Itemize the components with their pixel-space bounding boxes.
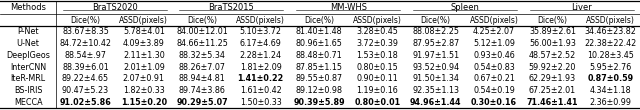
Text: MM-WHS: MM-WHS bbox=[330, 3, 367, 12]
Text: Spleen: Spleen bbox=[451, 3, 479, 12]
Text: 84.72±10.42: 84.72±10.42 bbox=[60, 39, 111, 48]
Text: U-Net: U-Net bbox=[17, 39, 40, 48]
Text: 3.28±0.45: 3.28±0.45 bbox=[356, 27, 398, 36]
Text: 89.12±0.98: 89.12±0.98 bbox=[296, 86, 342, 95]
Text: MECCA: MECCA bbox=[14, 98, 42, 107]
Text: ASSD(pixels): ASSD(pixels) bbox=[236, 16, 285, 25]
Text: 3.72±0.39: 3.72±0.39 bbox=[356, 39, 398, 48]
Text: 1.82±0.33: 1.82±0.33 bbox=[123, 86, 164, 95]
Text: 35.89±2.61: 35.89±2.61 bbox=[529, 27, 576, 36]
Text: 94.96±1.44: 94.96±1.44 bbox=[410, 98, 461, 107]
Text: 5.78±4.01: 5.78±4.01 bbox=[123, 27, 165, 36]
Text: 88.08±2.25: 88.08±2.25 bbox=[412, 27, 460, 36]
Text: 5.95±2.76: 5.95±2.76 bbox=[589, 62, 632, 72]
Text: 6.17±4.69: 6.17±4.69 bbox=[239, 39, 282, 48]
Text: P-Net: P-Net bbox=[17, 27, 39, 36]
Text: 90.39±5.89: 90.39±5.89 bbox=[293, 98, 345, 107]
Text: 2.28±1.24: 2.28±1.24 bbox=[239, 51, 282, 60]
Text: 84.00±12.01: 84.00±12.01 bbox=[177, 27, 228, 36]
Text: DeeplGeos: DeeplGeos bbox=[6, 51, 50, 60]
Text: 0.80±0.01: 0.80±0.01 bbox=[355, 98, 401, 107]
Text: 59.92±2.20: 59.92±2.20 bbox=[529, 62, 576, 72]
Text: 84.66±11.25: 84.66±11.25 bbox=[176, 39, 228, 48]
Text: 88.32±5.34: 88.32±5.34 bbox=[179, 51, 226, 60]
Text: 89.55±0.87: 89.55±0.87 bbox=[296, 74, 342, 83]
Text: 4.34±1.18: 4.34±1.18 bbox=[590, 86, 632, 95]
Text: 48.57±2.52: 48.57±2.52 bbox=[529, 51, 576, 60]
Text: 10.28±3.45: 10.28±3.45 bbox=[588, 51, 634, 60]
Text: 1.53±0.18: 1.53±0.18 bbox=[356, 51, 398, 60]
Text: 22.38±22.42: 22.38±22.42 bbox=[585, 39, 637, 48]
Text: 5.12±1.09: 5.12±1.09 bbox=[473, 39, 515, 48]
Text: 0.90±0.11: 0.90±0.11 bbox=[356, 74, 398, 83]
Text: Dice(%): Dice(%) bbox=[538, 16, 568, 25]
Text: BraTS2015: BraTS2015 bbox=[209, 3, 254, 12]
Text: 0.80±0.15: 0.80±0.15 bbox=[356, 62, 398, 72]
Text: 5.10±3.72: 5.10±3.72 bbox=[239, 27, 282, 36]
Text: 92.35±1.13: 92.35±1.13 bbox=[412, 86, 460, 95]
Text: ASSD(pixels): ASSD(pixels) bbox=[470, 16, 518, 25]
Text: 0.67±0.21: 0.67±0.21 bbox=[473, 74, 515, 83]
Text: Liver: Liver bbox=[572, 3, 592, 12]
Text: Dice(%): Dice(%) bbox=[70, 16, 100, 25]
Text: 93.52±0.94: 93.52±0.94 bbox=[412, 62, 460, 72]
Text: 1.61±0.42: 1.61±0.42 bbox=[240, 86, 282, 95]
Text: BS-IRIS: BS-IRIS bbox=[14, 86, 42, 95]
Text: 2.36±0.99: 2.36±0.99 bbox=[590, 98, 632, 107]
Text: 2.11±1.30: 2.11±1.30 bbox=[123, 51, 164, 60]
Text: 81.40±1.48: 81.40±1.48 bbox=[296, 27, 342, 36]
Text: 71.46±1.41: 71.46±1.41 bbox=[527, 98, 578, 107]
Text: IteR-MRL: IteR-MRL bbox=[11, 74, 45, 83]
Text: 4.25±2.07: 4.25±2.07 bbox=[473, 27, 515, 36]
Text: 0.93±0.46: 0.93±0.46 bbox=[473, 51, 515, 60]
Text: 91.97±1.51: 91.97±1.51 bbox=[412, 51, 460, 60]
Text: BraTS2020: BraTS2020 bbox=[92, 3, 138, 12]
Text: 83.67±8.35: 83.67±8.35 bbox=[62, 27, 109, 36]
Text: 1.50±0.33: 1.50±0.33 bbox=[240, 98, 282, 107]
Text: 2.07±0.91: 2.07±0.91 bbox=[123, 74, 165, 83]
Text: ASSD(pixels): ASSD(pixels) bbox=[120, 16, 168, 25]
Text: 88.54±.97: 88.54±.97 bbox=[65, 51, 106, 60]
Text: 56.00±1.93: 56.00±1.93 bbox=[529, 39, 576, 48]
Text: 4.09±3.89: 4.09±3.89 bbox=[123, 39, 165, 48]
Text: 0.30±0.16: 0.30±0.16 bbox=[471, 98, 517, 107]
Text: 67.25±2.01: 67.25±2.01 bbox=[529, 86, 576, 95]
Text: Methods: Methods bbox=[10, 3, 46, 12]
Text: 87.85±1.15: 87.85±1.15 bbox=[296, 62, 342, 72]
Text: 34.46±23.82: 34.46±23.82 bbox=[585, 27, 637, 36]
Text: Dice(%): Dice(%) bbox=[304, 16, 334, 25]
Text: Dice(%): Dice(%) bbox=[420, 16, 451, 25]
Text: 88.48±0.71: 88.48±0.71 bbox=[296, 51, 342, 60]
Text: ASSD(pixels): ASSD(pixels) bbox=[353, 16, 402, 25]
Text: 80.96±1.65: 80.96±1.65 bbox=[296, 39, 342, 48]
Text: 88.94±4.81: 88.94±4.81 bbox=[179, 74, 226, 83]
Text: 1.15±0.20: 1.15±0.20 bbox=[121, 98, 167, 107]
Text: 62.29±1.93: 62.29±1.93 bbox=[529, 74, 576, 83]
Text: 1.19±0.16: 1.19±0.16 bbox=[356, 86, 398, 95]
Text: 0.54±0.19: 0.54±0.19 bbox=[473, 86, 515, 95]
Text: 0.87±0.59: 0.87±0.59 bbox=[588, 74, 634, 83]
Text: 90.29±5.07: 90.29±5.07 bbox=[177, 98, 228, 107]
Text: 90.47±5.23: 90.47±5.23 bbox=[62, 86, 109, 95]
Text: InterCNN: InterCNN bbox=[10, 62, 46, 72]
Text: 87.95±2.87: 87.95±2.87 bbox=[412, 39, 460, 48]
Text: 0.54±0.83: 0.54±0.83 bbox=[473, 62, 515, 72]
Text: 89.22±4.65: 89.22±4.65 bbox=[62, 74, 109, 83]
Text: ASSD(pixels): ASSD(pixels) bbox=[586, 16, 636, 25]
Text: 2.01±1.09: 2.01±1.09 bbox=[123, 62, 165, 72]
Text: 89.74±3.86: 89.74±3.86 bbox=[179, 86, 226, 95]
Text: 1.81±2.09: 1.81±2.09 bbox=[239, 62, 282, 72]
Text: 91.50±1.34: 91.50±1.34 bbox=[412, 74, 459, 83]
Text: Dice(%): Dice(%) bbox=[188, 16, 217, 25]
Text: 88.39±6.01: 88.39±6.01 bbox=[62, 62, 109, 72]
Text: 88.26±7.07: 88.26±7.07 bbox=[179, 62, 226, 72]
Text: 1.41±0.22: 1.41±0.22 bbox=[237, 74, 284, 83]
Text: 91.02±5.86: 91.02±5.86 bbox=[60, 98, 111, 107]
